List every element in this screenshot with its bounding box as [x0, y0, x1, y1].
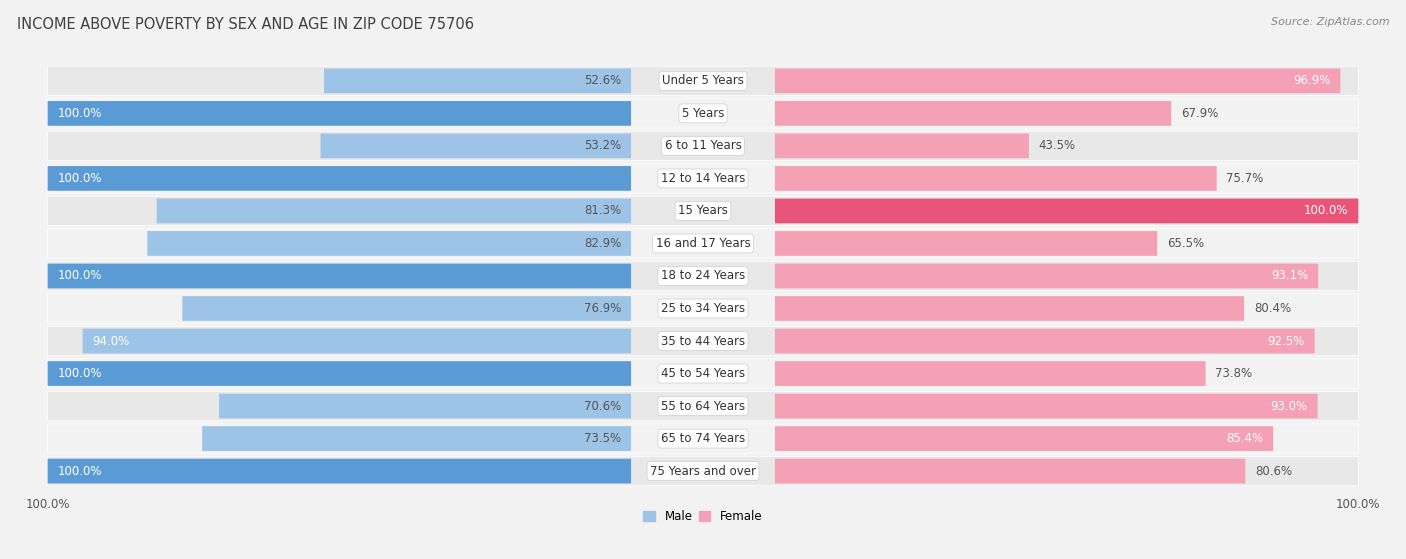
- FancyBboxPatch shape: [775, 361, 1205, 386]
- FancyBboxPatch shape: [48, 164, 1358, 193]
- FancyBboxPatch shape: [48, 166, 631, 191]
- Text: 70.6%: 70.6%: [583, 400, 621, 413]
- Text: 16 and 17 Years: 16 and 17 Years: [655, 237, 751, 250]
- Text: 65 to 74 Years: 65 to 74 Years: [661, 432, 745, 445]
- Text: 35 to 44 Years: 35 to 44 Years: [661, 334, 745, 348]
- Text: 25 to 34 Years: 25 to 34 Years: [661, 302, 745, 315]
- Text: 100.0%: 100.0%: [58, 269, 103, 282]
- Text: 100.0%: 100.0%: [58, 465, 103, 477]
- Text: 75.7%: 75.7%: [1226, 172, 1264, 185]
- Text: Source: ZipAtlas.com: Source: ZipAtlas.com: [1271, 17, 1389, 27]
- FancyBboxPatch shape: [321, 134, 631, 158]
- FancyBboxPatch shape: [48, 131, 1358, 160]
- Text: 43.5%: 43.5%: [1039, 139, 1076, 153]
- Text: 67.9%: 67.9%: [1181, 107, 1218, 120]
- Text: 18 to 24 Years: 18 to 24 Years: [661, 269, 745, 282]
- Text: 80.4%: 80.4%: [1254, 302, 1291, 315]
- FancyBboxPatch shape: [48, 229, 1358, 258]
- Text: 92.5%: 92.5%: [1267, 334, 1305, 348]
- Text: 100.0%: 100.0%: [58, 367, 103, 380]
- FancyBboxPatch shape: [83, 329, 631, 353]
- FancyBboxPatch shape: [48, 101, 631, 126]
- Text: 94.0%: 94.0%: [93, 334, 129, 348]
- FancyBboxPatch shape: [775, 394, 1317, 419]
- Legend: Male, Female: Male, Female: [638, 505, 768, 528]
- Text: 5 Years: 5 Years: [682, 107, 724, 120]
- FancyBboxPatch shape: [202, 426, 631, 451]
- FancyBboxPatch shape: [48, 294, 1358, 323]
- FancyBboxPatch shape: [48, 99, 1358, 128]
- FancyBboxPatch shape: [183, 296, 631, 321]
- FancyBboxPatch shape: [48, 264, 631, 288]
- Text: INCOME ABOVE POVERTY BY SEX AND AGE IN ZIP CODE 75706: INCOME ABOVE POVERTY BY SEX AND AGE IN Z…: [17, 17, 474, 32]
- FancyBboxPatch shape: [156, 198, 631, 223]
- FancyBboxPatch shape: [48, 262, 1358, 291]
- FancyBboxPatch shape: [48, 359, 1358, 388]
- Text: 45 to 54 Years: 45 to 54 Years: [661, 367, 745, 380]
- Text: 53.2%: 53.2%: [583, 139, 621, 153]
- Text: 52.6%: 52.6%: [583, 74, 621, 87]
- Text: 12 to 14 Years: 12 to 14 Years: [661, 172, 745, 185]
- FancyBboxPatch shape: [775, 134, 1029, 158]
- FancyBboxPatch shape: [48, 196, 1358, 226]
- FancyBboxPatch shape: [48, 326, 1358, 356]
- FancyBboxPatch shape: [48, 66, 1358, 96]
- Text: 73.5%: 73.5%: [583, 432, 621, 445]
- Text: 65.5%: 65.5%: [1167, 237, 1204, 250]
- Text: 82.9%: 82.9%: [583, 237, 621, 250]
- FancyBboxPatch shape: [48, 424, 1358, 453]
- FancyBboxPatch shape: [775, 198, 1358, 223]
- Text: Under 5 Years: Under 5 Years: [662, 74, 744, 87]
- FancyBboxPatch shape: [48, 459, 631, 484]
- Text: 100.0%: 100.0%: [1303, 205, 1348, 217]
- FancyBboxPatch shape: [219, 394, 631, 419]
- Text: 6 to 11 Years: 6 to 11 Years: [665, 139, 741, 153]
- FancyBboxPatch shape: [775, 459, 1246, 484]
- FancyBboxPatch shape: [775, 166, 1216, 191]
- Text: 81.3%: 81.3%: [583, 205, 621, 217]
- FancyBboxPatch shape: [775, 264, 1319, 288]
- Text: 96.9%: 96.9%: [1294, 74, 1330, 87]
- FancyBboxPatch shape: [48, 361, 631, 386]
- Text: 55 to 64 Years: 55 to 64 Years: [661, 400, 745, 413]
- Text: 75 Years and over: 75 Years and over: [650, 465, 756, 477]
- FancyBboxPatch shape: [323, 69, 631, 93]
- FancyBboxPatch shape: [48, 457, 1358, 486]
- FancyBboxPatch shape: [775, 101, 1171, 126]
- Text: 76.9%: 76.9%: [583, 302, 621, 315]
- Text: 73.8%: 73.8%: [1215, 367, 1253, 380]
- Text: 100.0%: 100.0%: [58, 172, 103, 185]
- Text: 80.6%: 80.6%: [1256, 465, 1292, 477]
- FancyBboxPatch shape: [775, 426, 1274, 451]
- Text: 93.1%: 93.1%: [1271, 269, 1308, 282]
- FancyBboxPatch shape: [148, 231, 631, 256]
- Text: 93.0%: 93.0%: [1271, 400, 1308, 413]
- Text: 85.4%: 85.4%: [1226, 432, 1263, 445]
- Text: 100.0%: 100.0%: [58, 107, 103, 120]
- FancyBboxPatch shape: [775, 231, 1157, 256]
- FancyBboxPatch shape: [775, 329, 1315, 353]
- FancyBboxPatch shape: [775, 69, 1340, 93]
- FancyBboxPatch shape: [48, 391, 1358, 421]
- Text: 15 Years: 15 Years: [678, 205, 728, 217]
- FancyBboxPatch shape: [775, 296, 1244, 321]
